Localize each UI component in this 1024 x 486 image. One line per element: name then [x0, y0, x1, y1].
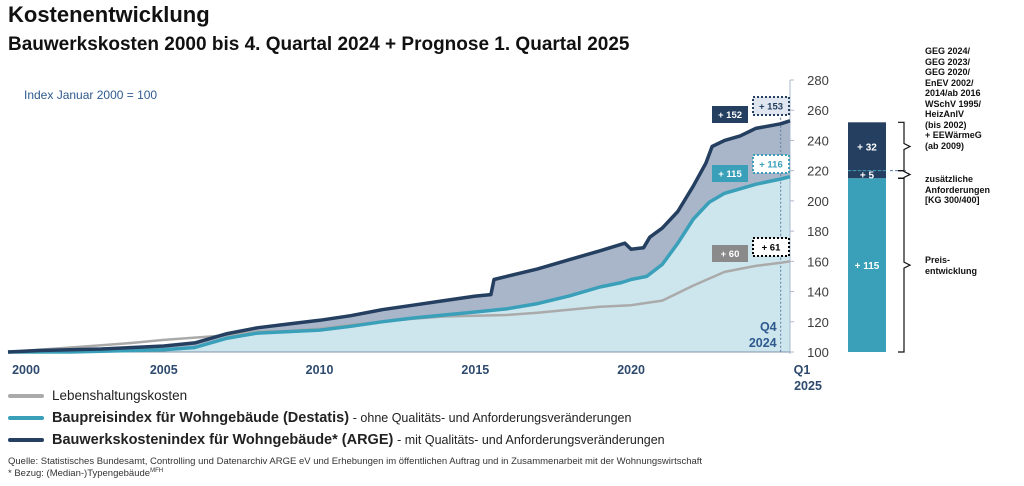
legend-note: - mit Qualitäts- und Anforderungsverände…	[397, 433, 665, 447]
x-tick-label-2025: 2025	[794, 379, 822, 393]
page-subtitle: Bauwerkskosten 2000 bis 4. Quartal 2024 …	[8, 34, 630, 55]
line-baupreisindex	[8, 175, 791, 354]
footer-reference-text: * Bezug: (Median-)Typengebäude	[8, 468, 151, 480]
x-tick-label-2005: 2005	[150, 363, 178, 377]
y-tick-label-120: 120	[807, 315, 829, 330]
bar-segment-1	[848, 170, 886, 179]
q4-year-label: 2024	[749, 336, 777, 350]
q4-label: Q4	[760, 320, 777, 334]
y-tick-label-140: 140	[807, 285, 829, 300]
legend-swatch-teal	[8, 416, 44, 421]
x-tick-label-q1: Q1	[794, 363, 811, 377]
end-label-box	[752, 237, 790, 257]
y-tick-label-240: 240	[807, 133, 829, 148]
y-tick-label-160: 160	[807, 254, 829, 269]
legend-swatch-navy	[8, 438, 44, 443]
end-label-box	[712, 245, 748, 262]
end-label-4: + 60	[712, 245, 748, 262]
legend-item-lebenshaltung: Lebenshaltungskosten	[8, 388, 187, 403]
legend-note: - ohne Qualitäts- und Anforderungsveränd…	[352, 411, 632, 425]
bracket-2	[898, 177, 912, 353]
end-label-box	[712, 106, 748, 123]
end-label-2: + 115	[712, 165, 748, 182]
end-label-box	[752, 154, 790, 174]
area-baupreis	[8, 176, 790, 352]
bracket-text-regulations: GEG 2024/ GEG 2023/ GEG 2020/ EnEV 2002/…	[925, 46, 982, 151]
bar-segment-label-1: + 5	[860, 170, 875, 181]
legend-label: Bauwerkskostenindex für Wohngebäude* (AR…	[52, 432, 394, 448]
end-label-text: + 61	[762, 243, 781, 254]
legend-item-bauwerkskostenindex: Bauwerkskostenindex für Wohngebäude* (AR…	[8, 432, 665, 448]
bracket-0	[898, 121, 912, 172]
legend-item-baupreisindex: Baupreisindex für Wohngebäude (Destatis)…	[8, 410, 631, 426]
x-tick-label-2020: 2020	[617, 363, 645, 377]
bracket-text-price: Preis- entwicklung	[925, 255, 978, 276]
end-label-forecast-3: + 116	[752, 154, 790, 174]
end-label-text: + 152	[718, 110, 742, 121]
x-tick-label-2000: 2000	[12, 363, 40, 377]
x-tick-label-2015: 2015	[461, 363, 489, 377]
bracket-text-additional: zusätzliche Anforderungen [KG 300/400]	[925, 174, 990, 205]
y-tick-label-200: 200	[807, 194, 829, 209]
y-tick-label-220: 220	[807, 164, 829, 179]
bracket-1	[898, 170, 912, 179]
y-tick-label-280: 280	[807, 73, 829, 88]
y-tick-label-100: 100	[807, 345, 829, 360]
end-label-box	[712, 165, 748, 182]
index-annotation: Index Januar 2000 = 100	[24, 88, 157, 102]
legend-swatch-gray	[8, 394, 44, 399]
end-label-text: + 153	[759, 102, 783, 113]
end-label-text: + 115	[718, 169, 742, 180]
end-label-text: + 116	[759, 160, 783, 171]
footer-reference: * Bezug: (Median-)TypengebäudeMFH	[8, 468, 163, 479]
end-label-forecast-5: + 61	[752, 237, 790, 257]
bar-segment-label-0: + 115	[855, 261, 880, 272]
footer-reference-sup: MFH	[150, 468, 164, 474]
bar-segment-0	[848, 178, 886, 352]
page-title: Kostenentwicklung	[8, 2, 210, 27]
line-bauwerkskostenindex	[7, 119, 791, 354]
footer-source: Quelle: Statistisches Bundesamt, Control…	[8, 456, 703, 467]
y-tick-label-180: 180	[807, 224, 829, 239]
end-label-box	[752, 96, 790, 116]
x-tick-label-2010: 2010	[306, 363, 334, 377]
legend-label: Lebenshaltungskosten	[52, 388, 188, 403]
end-label-text: + 60	[721, 249, 740, 260]
legend-label: Baupreisindex für Wohngebäude (Destatis)	[52, 410, 350, 426]
bar-segment-2	[848, 122, 886, 171]
y-tick-label-260: 260	[807, 103, 829, 118]
end-label-0: + 152	[712, 106, 748, 123]
end-label-forecast-1: + 153	[752, 96, 790, 116]
bar-segment-label-2: + 32	[857, 142, 877, 153]
